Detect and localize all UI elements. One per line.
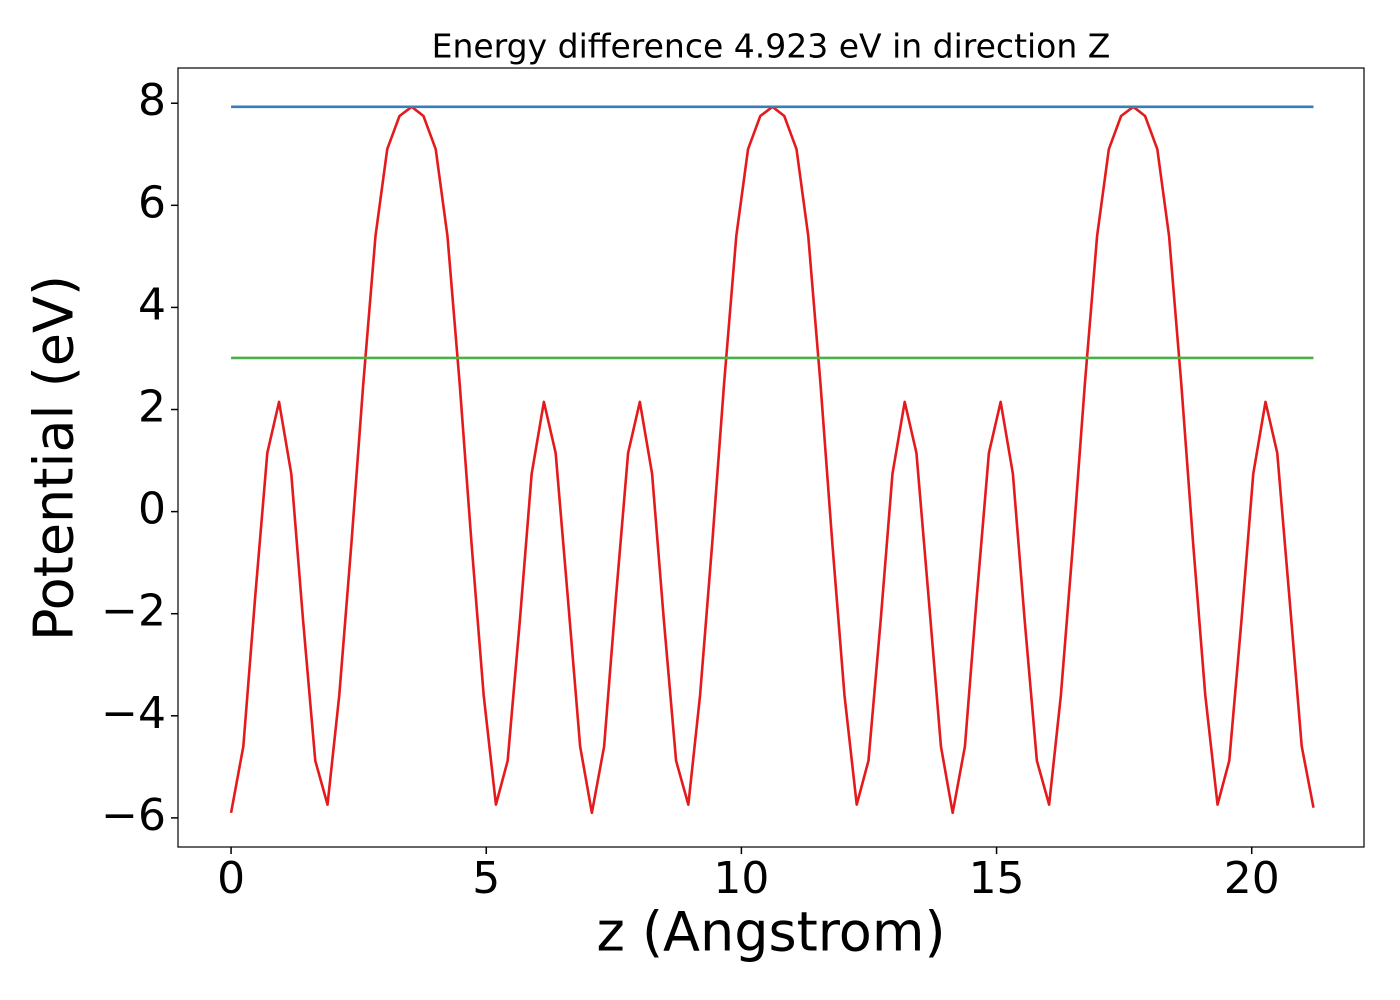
x-axis-label: z (Angstrom) — [596, 901, 945, 964]
y-tick-label: −4 — [101, 688, 166, 739]
x-tick-label: 15 — [969, 853, 1025, 904]
x-tick-label: 0 — [217, 853, 245, 904]
y-tick-label: 4 — [138, 279, 166, 330]
x-tick-label: 5 — [472, 853, 500, 904]
data-line — [229, 105, 1315, 815]
y-tick-label: 0 — [138, 484, 166, 535]
y-tick-label: −6 — [101, 790, 166, 841]
x-tick-label: 10 — [713, 853, 769, 904]
y-axis-label: Potential (eV) — [23, 275, 86, 641]
y-tick-label: 2 — [138, 382, 166, 433]
plot-frame — [177, 67, 1365, 848]
y-tick-label: 6 — [138, 177, 166, 228]
y-tick-label: −2 — [101, 586, 166, 637]
x-tick-label: 20 — [1224, 853, 1280, 904]
y-tick-label: 8 — [138, 75, 166, 126]
chart-title: Energy difference 4.923 eV in direction … — [432, 27, 1111, 66]
